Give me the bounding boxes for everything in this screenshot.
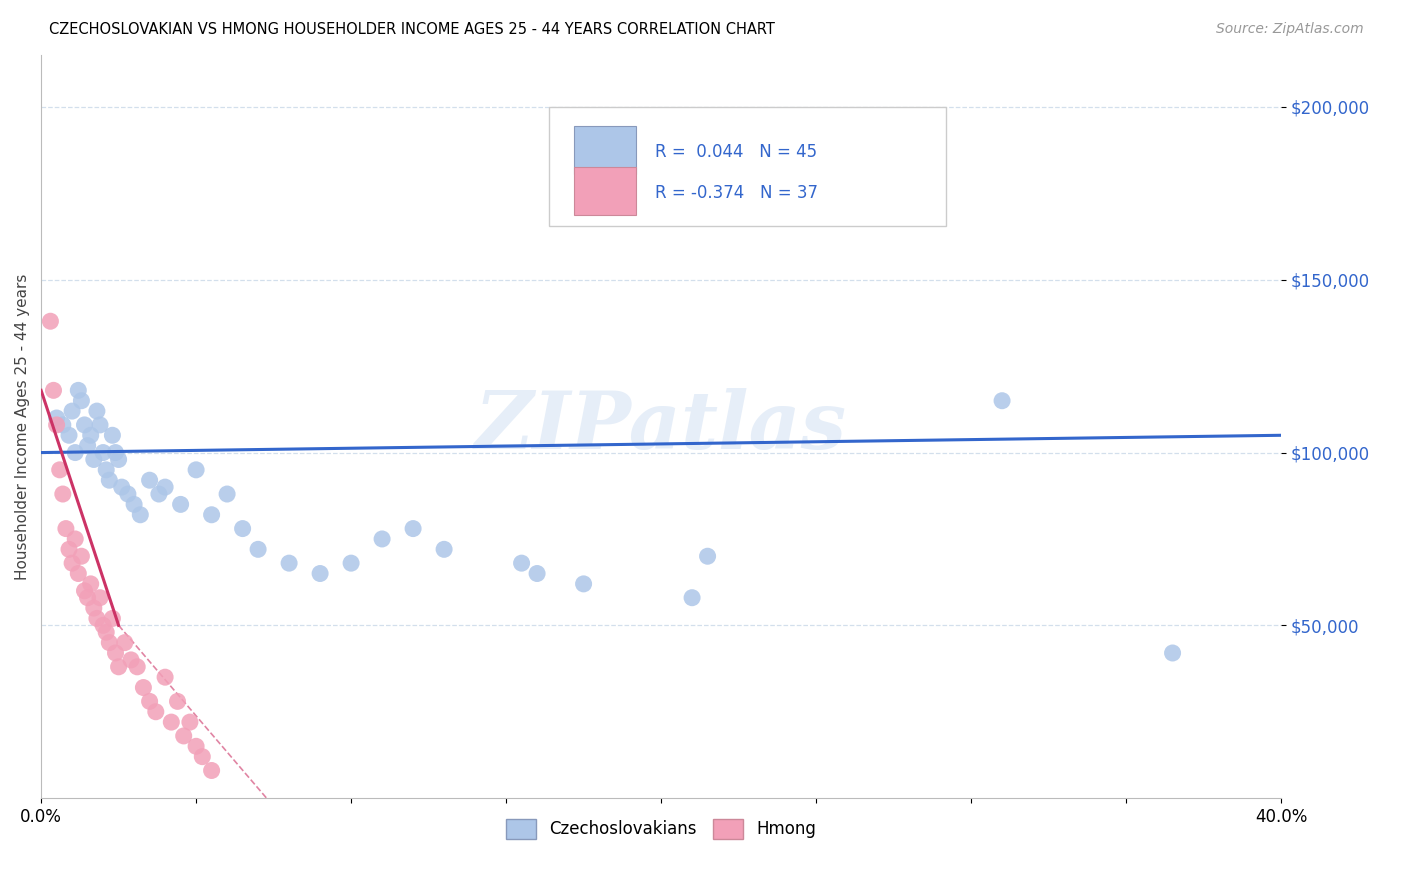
Point [48,463,70,477]
Point [184,739,207,754]
Point [184,463,207,477]
Point [89,591,111,605]
Point [153,480,176,494]
Point [991,393,1014,408]
Point [402,522,425,536]
Point [73,417,96,432]
Point [217,487,239,501]
Point [309,566,332,581]
Point [67,384,90,398]
Point [89,417,111,432]
FancyBboxPatch shape [550,107,946,226]
Point [67,566,90,581]
Point [83,601,105,615]
Point [60,404,83,418]
Point [138,694,160,708]
Point [572,577,595,591]
Point [160,715,183,730]
Point [129,508,152,522]
Point [114,635,136,649]
Point [101,611,124,625]
FancyBboxPatch shape [574,126,637,174]
Point [63,532,86,546]
Legend: Czechoslovakians, Hmong: Czechoslovakians, Hmong [499,812,823,846]
Point [104,646,127,660]
Point [132,681,155,695]
Point [201,508,224,522]
Point [83,452,105,467]
Point [179,715,201,730]
Point [696,549,718,564]
Point [91,445,114,459]
Point [101,428,124,442]
Point [42,384,65,398]
Point [58,428,80,442]
Point [173,729,195,743]
Point [98,635,121,649]
Text: ZIPatlas: ZIPatlas [475,388,848,466]
Point [145,705,167,719]
Point [96,625,118,640]
Point [191,749,214,764]
Point [117,487,139,501]
Point [86,404,108,418]
Point [138,473,160,487]
Text: R =  0.044   N = 45: R = 0.044 N = 45 [655,143,817,161]
Point [76,439,98,453]
Point [169,497,191,511]
Text: Source: ZipAtlas.com: Source: ZipAtlas.com [1216,22,1364,37]
Point [153,670,176,684]
Point [1161,646,1184,660]
Point [371,532,394,546]
Point [340,556,363,570]
Point [70,393,93,408]
Point [55,522,77,536]
Point [52,487,75,501]
Point [70,549,93,564]
Point [278,556,301,570]
Point [86,611,108,625]
Y-axis label: Householder Income Ages 25 - 44 years: Householder Income Ages 25 - 44 years [15,274,30,580]
Point [433,542,456,557]
Point [39,314,62,328]
Point [247,542,270,557]
Text: CZECHOSLOVAKIAN VS HMONG HOUSEHOLDER INCOME AGES 25 - 44 YEARS CORRELATION CHART: CZECHOSLOVAKIAN VS HMONG HOUSEHOLDER INC… [49,22,775,37]
Point [58,542,80,557]
Point [91,618,114,632]
Point [510,556,533,570]
Point [127,660,149,674]
Point [148,487,170,501]
Point [96,463,118,477]
Point [681,591,703,605]
Point [122,497,145,511]
Point [63,445,86,459]
Point [232,522,254,536]
Point [52,417,75,432]
Point [166,694,188,708]
Point [76,591,98,605]
FancyBboxPatch shape [574,167,637,215]
Text: R = -0.374   N = 37: R = -0.374 N = 37 [655,184,818,202]
Point [73,583,96,598]
Point [104,445,127,459]
Point [45,417,67,432]
Point [107,660,129,674]
Point [60,556,83,570]
Point [80,577,103,591]
Point [98,473,121,487]
Point [45,411,67,425]
Point [111,480,134,494]
Point [526,566,548,581]
Point [107,452,129,467]
Point [80,428,103,442]
Point [201,764,224,778]
Point [120,653,142,667]
